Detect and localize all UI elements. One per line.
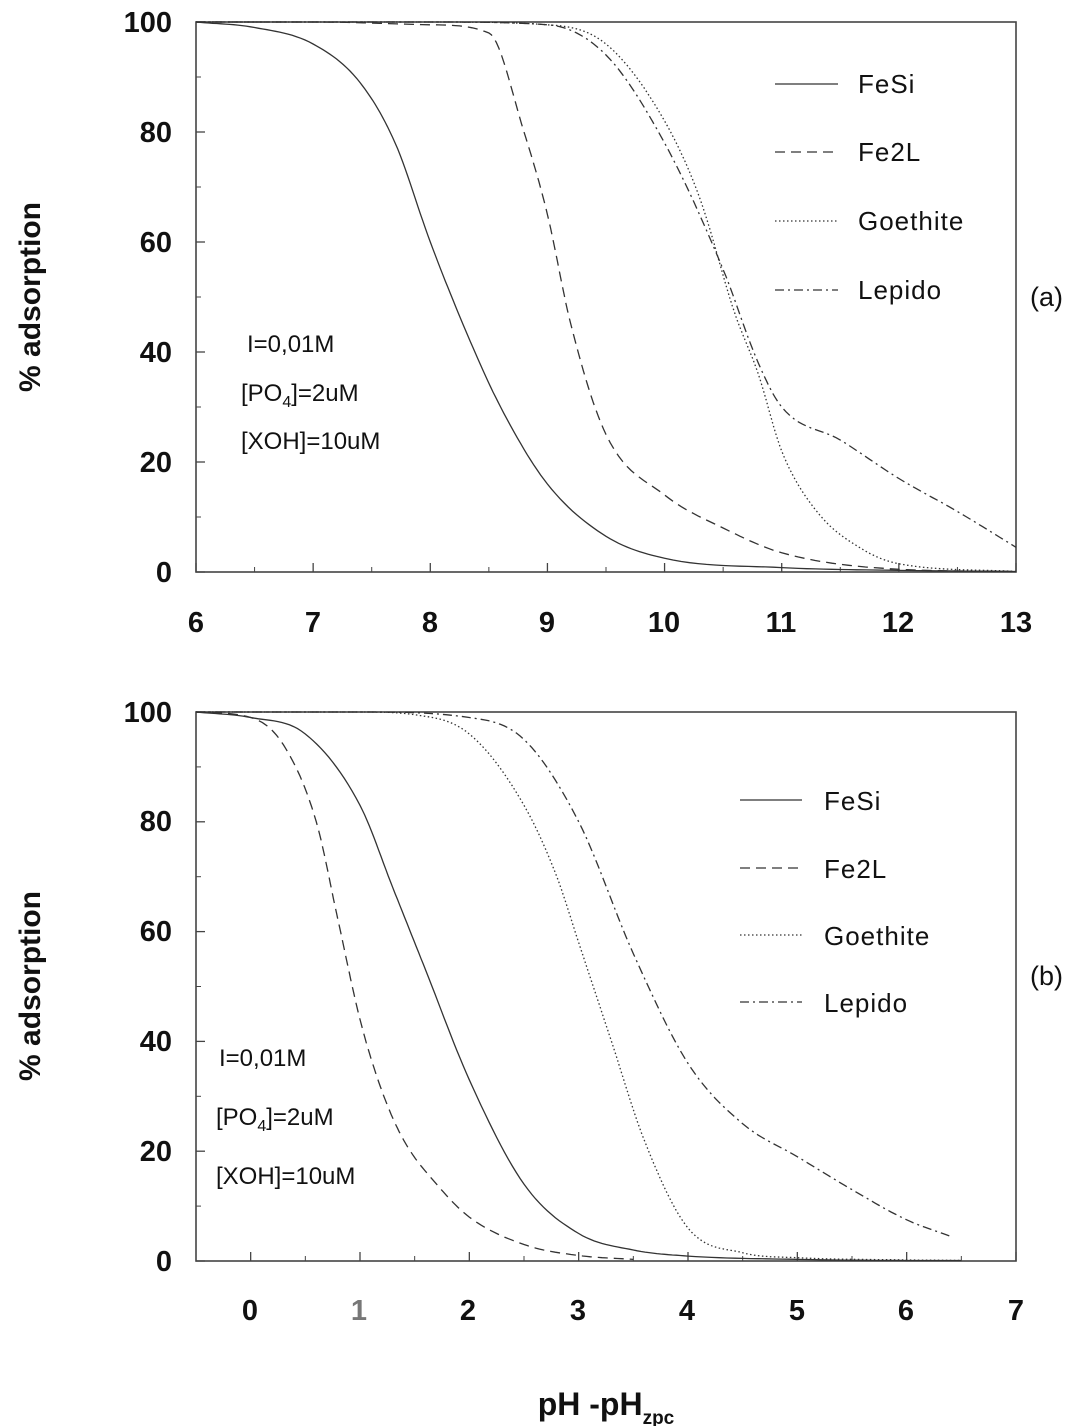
y-axis-label-a: % adsorption — [14, 202, 47, 392]
x-axis-label-subscript: zpc — [643, 1408, 675, 1426]
x-tick-label-a-10: 10 — [648, 607, 680, 639]
annotation-b-xoh: [XOH]=10uM — [216, 1163, 355, 1190]
y-tick-label-a-20: 20 — [140, 447, 172, 479]
legend-label-a-goethite: Goethite — [858, 206, 964, 236]
y-tick-label-b-40: 40 — [140, 1026, 172, 1058]
y-tick-label-b-60: 60 — [140, 916, 172, 948]
x-tick-label-a-13: 13 — [1000, 607, 1032, 639]
legend-label-b-fesi: FeSi — [824, 786, 881, 816]
x-tick-label-b-4: 4 — [679, 1295, 695, 1327]
annotation-b-ionic-strength: I=0,01M — [219, 1045, 306, 1072]
panel-label-b: (b) — [1030, 961, 1063, 991]
x-tick-label-a-12: 12 — [882, 607, 914, 639]
annotation-a-xoh: [XOH]=10uM — [241, 428, 380, 455]
annotation-a-ionic-strength: I=0,01M — [247, 331, 334, 358]
x-tick-label-b-0: 0 — [242, 1295, 258, 1327]
series-line-b-fesi — [195, 711, 962, 1262]
x-tick-label-b-5: 5 — [789, 1295, 805, 1327]
x-tick-label-b-7: 7 — [1008, 1295, 1024, 1327]
annotation-b-po4: [PO4]=2uM — [216, 1104, 334, 1135]
y-tick-label-a-60: 60 — [140, 227, 172, 259]
legend-label-b-fe2l: Fe2L — [824, 854, 887, 884]
series-line-b-fe2l — [195, 711, 634, 1261]
panel-b: 0 20 40 60 80 100 0 1 2 3 4 5 6 7 % adso… — [14, 697, 1063, 1426]
legend-label-a-lepido: Lepido — [858, 275, 942, 305]
panel-a: 0 20 40 60 80 100 6 7 8 9 10 11 12 13 % … — [14, 7, 1063, 639]
series-line-a-fe2l — [196, 21, 1017, 573]
y-tick-label-b-100: 100 — [124, 697, 172, 729]
x-tick-label-a-7: 7 — [305, 607, 321, 639]
curves-a — [195, 21, 1017, 573]
legend-label-b-lepido: Lepido — [824, 988, 908, 1018]
y-tick-label-a-0: 0 — [156, 557, 172, 589]
y-tick-label-a-80: 80 — [140, 117, 172, 149]
x-tick-label-a-9: 9 — [539, 607, 555, 639]
x-axis-label-main: pH -pH — [538, 1386, 643, 1422]
legend-a: FeSi Fe2L Goethite Lepido — [775, 69, 964, 305]
series-line-a-goethite — [196, 21, 1017, 573]
series-line-b-lepido — [196, 711, 951, 1237]
legend-label-b-goethite: Goethite — [824, 921, 930, 951]
y-axis-label-b: % adsorption — [14, 891, 47, 1081]
panel-label-a: (a) — [1030, 282, 1063, 312]
y-tick-label-b-0: 0 — [156, 1246, 172, 1278]
y-tick-label-b-20: 20 — [140, 1136, 172, 1168]
x-tick-label-b-1: 1 — [351, 1295, 367, 1327]
legend-b: FeSi Fe2L Goethite Lepido — [740, 786, 930, 1018]
x-axis-label-b: pH -pHzpc — [538, 1386, 675, 1426]
x-tick-label-a-11: 11 — [766, 607, 797, 639]
curves-b — [195, 711, 962, 1262]
legend-label-a-fe2l: Fe2L — [858, 137, 921, 167]
x-tick-label-a-8: 8 — [422, 607, 438, 639]
legend-label-a-fesi: FeSi — [858, 69, 915, 99]
series-line-b-goethite — [196, 711, 962, 1262]
x-tick-label-b-2: 2 — [460, 1295, 476, 1327]
x-tick-label-b-3: 3 — [570, 1295, 586, 1327]
y-tick-label-a-40: 40 — [140, 337, 172, 369]
x-tick-label-a-6: 6 — [188, 607, 204, 639]
x-tick-label-b-6: 6 — [898, 1295, 914, 1327]
series-line-a-lepido — [196, 21, 1017, 548]
axis-ticks-b — [196, 711, 1017, 1262]
annotation-a-po4: [PO4]=2uM — [241, 380, 359, 411]
y-tick-label-b-80: 80 — [140, 806, 172, 838]
y-tick-label-a-100: 100 — [124, 7, 172, 39]
series-line-a-fesi — [195, 21, 1017, 573]
